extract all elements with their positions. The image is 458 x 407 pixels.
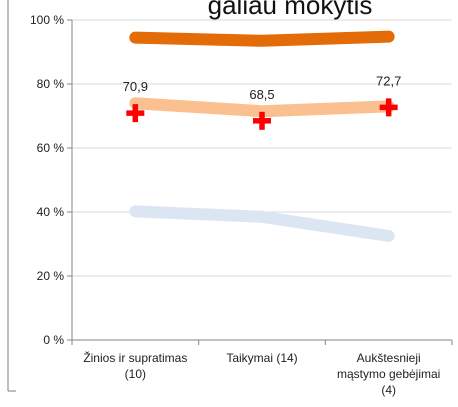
x-tick-label: Žinios ir supratimas (10)	[83, 350, 187, 381]
y-tick-label: 20 %	[37, 269, 65, 283]
cross-marker-v	[385, 98, 392, 117]
y-tick-label: 0 %	[43, 333, 64, 347]
cross-marker	[126, 104, 145, 123]
cross-marker	[253, 111, 271, 130]
series-line-3	[129, 205, 395, 242]
y-tick-label: 80 %	[37, 77, 65, 91]
x-tick-label: Aukštesnieji mąstymo gebėjimai (4)	[337, 351, 440, 397]
y-tick-label: 100 %	[30, 13, 64, 27]
y-tick-label: 60 %	[37, 141, 65, 155]
data-label: 72,7	[376, 73, 401, 88]
y-tick-label: 40 %	[37, 205, 65, 219]
cross-marker	[379, 98, 398, 117]
data-label: 68,5	[249, 87, 274, 102]
cross-marker-v	[132, 104, 139, 123]
chart-title: galiau mokytis	[208, 0, 373, 20]
series-line-2	[129, 97, 395, 118]
data-label: 70,9	[123, 79, 148, 94]
series-line-1	[129, 30, 395, 47]
cross-marker-v	[259, 111, 265, 130]
x-tick-label: Taikymai (14)	[226, 351, 297, 365]
